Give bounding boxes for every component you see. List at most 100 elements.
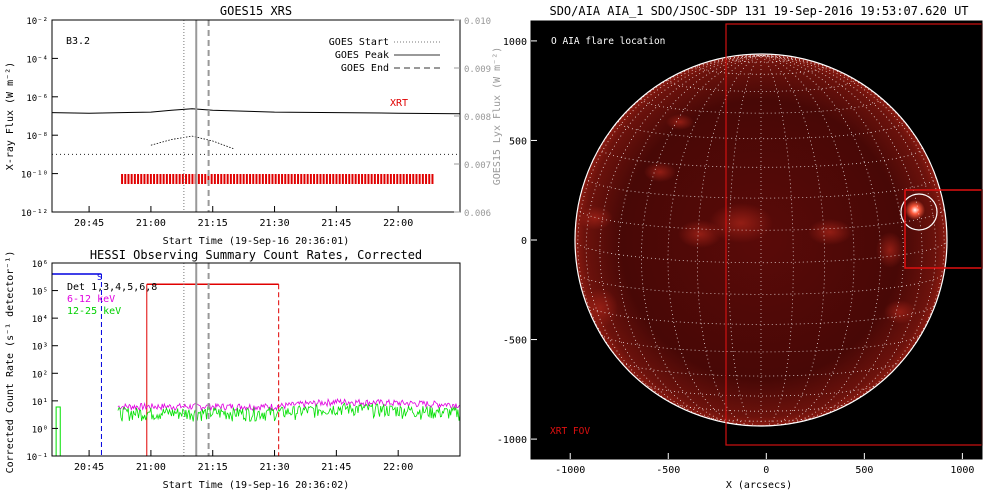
hessi-early-spike xyxy=(55,406,61,456)
goes-series xyxy=(52,20,460,212)
goes-x-ticks: 20:45 21:00 21:15 21:30 21:45 22:00 xyxy=(74,206,413,229)
active-region xyxy=(709,203,773,243)
active-region xyxy=(876,232,904,268)
goes-panel: GOES15 XRS B3.2 10⁻²10⁻⁴10⁻⁶10⁻⁸10⁻¹⁰10⁻… xyxy=(5,4,503,247)
goes-y-tick-label: 10⁻¹² xyxy=(21,209,48,219)
hessi-y-tick-label: 10¹ xyxy=(32,398,48,408)
active-region xyxy=(884,300,916,324)
goes-legend: GOES Start GOES Peak GOES End xyxy=(329,37,440,74)
legend-goes-start-label: GOES Start xyxy=(329,37,389,48)
hessi-title: HESSI Observing Summary Count Rates, Cor… xyxy=(90,248,422,262)
hessi-6-12-kev-line xyxy=(117,397,460,412)
latitude-line xyxy=(697,66,825,75)
hessi-series xyxy=(52,263,460,456)
hessi-x-tick-label: 21:15 xyxy=(198,462,228,473)
goes-x-tick-label: 21:30 xyxy=(259,218,289,229)
goes-flare-class: B3.2 xyxy=(66,36,90,47)
longitude-line xyxy=(697,55,762,426)
aia-x-tick-label: -1000 xyxy=(555,465,585,476)
hessi-s-marker: S xyxy=(97,273,102,283)
goes-title: GOES15 XRS xyxy=(220,4,292,18)
goes-long-channel-line xyxy=(52,108,460,115)
goes-right-ticks: 0.010 0.009 0.008 0.007 0.006 xyxy=(454,17,491,219)
hessi-y-tick-label: 10⁴ xyxy=(32,315,48,325)
longitude-line xyxy=(760,55,794,426)
aia-y-tick-label: 0 xyxy=(521,236,527,247)
latitude-line xyxy=(600,334,922,353)
goes-y-tick-label: 10⁻¹⁰ xyxy=(21,171,48,181)
goes-y2-tick-label: 0.007 xyxy=(464,161,491,171)
hessi-frame xyxy=(51,262,461,457)
longitude-line xyxy=(577,55,762,393)
hessi-panel: HESSI Observing Summary Count Rates, Cor… xyxy=(5,248,461,491)
solar-limb xyxy=(574,53,948,427)
hessi-x-axis-label: Start Time (19-Sep-16 20:36:02) xyxy=(163,480,350,491)
aia-flare-location-circle xyxy=(900,193,938,231)
hessi-y-tick-label: 10² xyxy=(32,370,48,380)
aia-title: SDO/AIA AIA_1 SDO/JSOC-SDP 131 19-Sep-20… xyxy=(549,4,968,18)
aia-y-tick-label: -500 xyxy=(503,336,527,347)
hessi-x-tick-label: 21:00 xyxy=(136,462,166,473)
goes-xrt-label: XRT xyxy=(390,98,408,109)
hessi-x-tick-label: 22:00 xyxy=(383,462,413,473)
aia-y-tick-label: -1000 xyxy=(497,435,527,446)
latitude-line xyxy=(599,147,923,168)
active-region xyxy=(577,206,613,230)
solar-disk xyxy=(574,53,948,427)
aia-panel: SDO/AIA AIA_1 SDO/JSOC-SDP 131 19-Sep-20… xyxy=(497,4,983,491)
active-region xyxy=(666,114,694,130)
aia-x-tick-label: 0 xyxy=(763,465,769,476)
goes-x-tick-label: 20:45 xyxy=(74,218,104,229)
hessi-y-axis-label: Corrected Count Rate (s⁻¹ detector⁻¹) xyxy=(5,251,16,474)
aia-x-tick-label: 500 xyxy=(855,465,873,476)
aia-x-ticks: -1000 -500 0 500 1000 xyxy=(555,453,974,476)
aia-y-tick-label: 500 xyxy=(509,136,527,147)
goes-x-tick-label: 21:45 xyxy=(321,218,351,229)
latitude-line xyxy=(577,207,945,231)
active-region xyxy=(808,219,852,245)
legend-hessi-12-25: 12-25 keV xyxy=(67,306,121,317)
aia-x-axis-label: X (arcsecs) xyxy=(726,480,792,491)
aia-x-tick-label: -500 xyxy=(656,465,680,476)
hessi-x-tick-label: 21:45 xyxy=(321,462,351,473)
hessi-y-tick-label: 10⁶ xyxy=(32,260,48,270)
goes-y2-tick-label: 0.009 xyxy=(464,65,491,75)
latitude-line xyxy=(575,239,947,264)
legend-hessi-detectors: Det 1,3,4,5,6,8 xyxy=(67,282,157,293)
hessi-y-tick-label: 10³ xyxy=(32,343,48,353)
goes-y-tick-label: 10⁻⁴ xyxy=(26,55,48,65)
longitude-line xyxy=(760,55,825,426)
goes-y2-axis-label: GOES15 Lyx Flux (W m⁻²) xyxy=(492,47,503,185)
goes-left-ticks: 10⁻² 10⁻⁴ 10⁻⁶ 10⁻⁸ 10⁻¹⁰ 10⁻¹² xyxy=(21,17,58,219)
goes-x-tick-label: 22:00 xyxy=(383,218,413,229)
hessi-y-tick-label: 10⁵ xyxy=(32,288,48,298)
aia-x-tick-label: 1000 xyxy=(950,465,974,476)
hessi-12-25-kev-line xyxy=(117,402,460,422)
goes-y2-tick-label: 0.008 xyxy=(464,113,491,123)
goes-y-axis-label: X-ray Flux (W m⁻²) xyxy=(5,62,16,170)
goes-y-tick-label: 10⁻⁶ xyxy=(26,94,48,104)
goes-y2-tick-label: 0.010 xyxy=(464,17,491,27)
goes-x-tick-label: 21:00 xyxy=(136,218,166,229)
aia-y-tick-label: 1000 xyxy=(503,37,527,48)
longitude-line xyxy=(760,55,945,393)
longitude-line xyxy=(599,55,762,423)
longitude-line xyxy=(728,55,762,426)
hessi-x-tick-label: 21:30 xyxy=(259,462,289,473)
hessi-x-ticks: 20:45 21:00 21:15 21:30 21:45 22:00 xyxy=(74,450,413,473)
aia-flare-location-label: O AIA flare location xyxy=(551,36,665,47)
active-region xyxy=(678,220,722,248)
legend-goes-peak-label: GOES Peak xyxy=(335,50,389,61)
hessi-y-tick-label: 10⁻¹ xyxy=(26,453,48,463)
hessi-x-tick-label: 20:45 xyxy=(74,462,104,473)
flare-brightening xyxy=(905,200,925,220)
goes-y-tick-label: 10⁻² xyxy=(26,17,48,27)
goes-y2-tick-label: 0.006 xyxy=(464,209,491,219)
goes-x-axis-label: Start Time (19-Sep-16 20:36:01) xyxy=(163,236,350,247)
goes-x-tick-label: 21:15 xyxy=(198,218,228,229)
aia-y-ticks: 1000 500 0 -500 -1000 xyxy=(497,37,537,446)
legend-hessi-6-12: 6-12 keV xyxy=(67,294,115,305)
xrt-fov-label: XRT FOV xyxy=(550,426,590,437)
hessi-legend: Det 1,3,4,5,6,8 6-12 keV 12-25 keV S xyxy=(67,273,157,317)
